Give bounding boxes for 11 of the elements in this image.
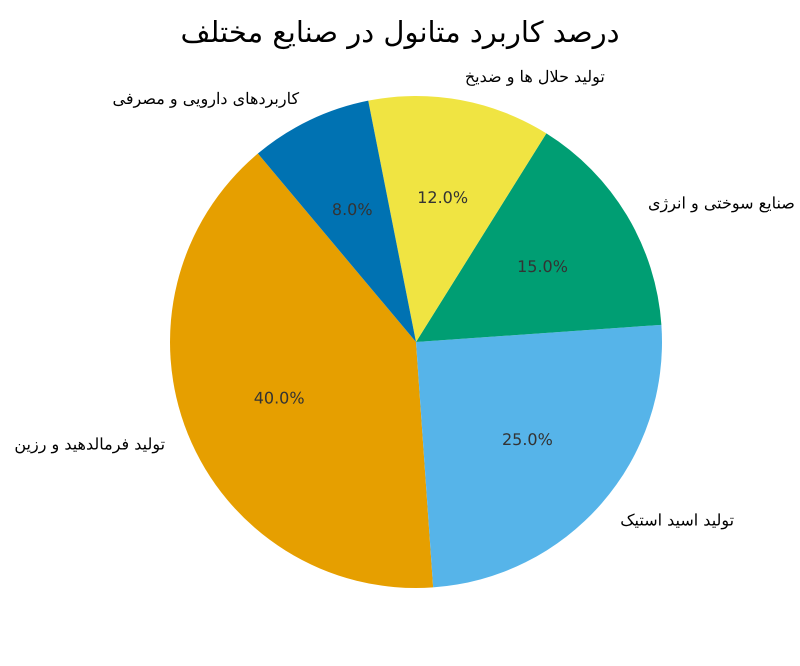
slice-label: صنایع سوختی و انرژی — [648, 194, 795, 213]
chart-title: درصد کاربرد متانول در صنایع مختلف — [180, 15, 620, 50]
slice-label: کاربردهای دارویی و مصرفی — [112, 88, 300, 108]
slice-label: تولید فرمالدهید و رزین — [14, 434, 166, 454]
data-label: 15.0% — [517, 256, 568, 276]
data-label: 12.0% — [417, 188, 468, 207]
data-label: 8.0% — [332, 200, 373, 219]
slice-label: تولید حلال ها و ضدیخ — [464, 66, 605, 86]
data-label: 25.0% — [502, 430, 553, 449]
data-label: 40.0% — [254, 388, 305, 408]
slice-label: تولید اسید استیک — [620, 510, 734, 530]
